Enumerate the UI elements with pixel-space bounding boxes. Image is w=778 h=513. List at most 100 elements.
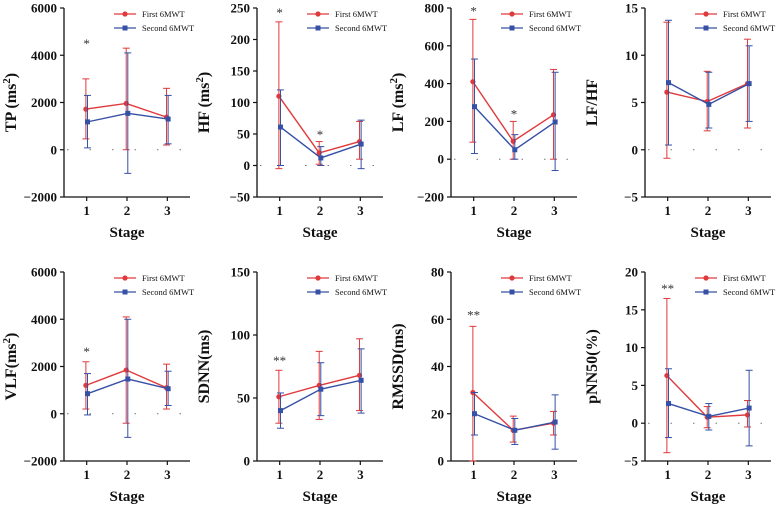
y-tick-label: 50 (237, 127, 250, 142)
y-tick-label: 15 (625, 302, 639, 317)
legend-label-second: Second 6MWT (142, 23, 195, 33)
legend-marker-second (703, 25, 709, 31)
legend-marker-second (703, 289, 709, 295)
data-point-second (318, 155, 324, 161)
y-tick-label: 0 (244, 454, 251, 469)
x-axis-label: Stage (110, 489, 145, 505)
legend-label-first: First 6MWT (723, 9, 767, 19)
legend-label-first: First 6MWT (529, 9, 573, 19)
x-tick-label: 2 (511, 467, 518, 482)
y-axis-label: HF (ms2) (194, 72, 213, 133)
legend-marker-second (122, 25, 128, 31)
data-point-second (165, 386, 171, 392)
x-axis-label: Stage (497, 225, 532, 241)
y-tick-label: 4000 (31, 312, 57, 327)
panel-8: −5 0 5 10 15 20 1 2 3 Stage pNN50(%) ** First 6MWT Se… (584, 265, 776, 506)
x-tick-label: 1 (83, 467, 90, 482)
data-point-second (512, 427, 518, 433)
data-point-second (706, 413, 712, 419)
significance-marker: * (83, 36, 90, 51)
x-tick-label: 3 (164, 467, 171, 482)
y-tick-label: −5 (624, 454, 638, 469)
data-point-second (165, 116, 171, 122)
y-tick-label: 2000 (31, 95, 57, 110)
x-tick-label: 3 (745, 203, 752, 218)
y-tick-label: 20 (625, 265, 638, 280)
y-axis-label-base: TP (ms (3, 84, 20, 132)
data-point-second (665, 80, 671, 86)
y-tick-label: −200 (417, 190, 444, 205)
significance-marker: * (511, 107, 518, 122)
y-axis-label-superscript: 2 (388, 78, 400, 84)
y-axis-label: SDNN(ms) (196, 330, 213, 404)
data-point-second (358, 377, 364, 383)
data-point-second (125, 110, 131, 116)
y-tick-label: 20 (431, 406, 444, 421)
y-axis-label: TP (ms2) (1, 73, 20, 132)
x-tick-label: 1 (470, 467, 477, 482)
y-axis-label-base: LF/HF (584, 79, 601, 126)
y-tick-label: 6000 (31, 265, 57, 280)
y-tick-label: 80 (431, 265, 444, 280)
y-tick-label: 4000 (31, 48, 57, 63)
y-axis-label-base: pNN50(%) (584, 329, 601, 404)
y-tick-label: 100 (231, 95, 251, 110)
y-tick-label: 40 (431, 359, 444, 374)
legend-label-second: Second 6MWT (529, 287, 582, 297)
legend-marker-first (315, 11, 321, 17)
x-axis-label: Stage (691, 489, 726, 505)
y-axis-label: RMSSD(ms) (390, 323, 407, 409)
x-tick-label: 3 (357, 467, 364, 482)
data-point-second (512, 147, 518, 153)
y-tick-label: 6000 (31, 1, 57, 16)
x-axis-label: Stage (303, 225, 338, 241)
y-tick-label: 150 (231, 265, 251, 280)
data-point-second (277, 124, 283, 130)
data-point-second (125, 376, 131, 382)
legend-label-first: First 6MWT (335, 9, 379, 19)
x-tick-label: 1 (664, 203, 671, 218)
y-axis-label-base: RMSSD(ms) (390, 323, 407, 409)
legend-marker-second (315, 25, 321, 31)
y-axis-label-base: LF (ms (390, 84, 407, 133)
x-tick-label: 3 (745, 467, 752, 482)
y-tick-label: 0 (51, 142, 58, 157)
y-tick-label: 0 (438, 454, 445, 469)
y-tick-label: 150 (231, 64, 251, 79)
legend-label-second: Second 6MWT (335, 23, 388, 33)
legend-marker-second (509, 25, 515, 31)
y-tick-label: 400 (425, 76, 445, 91)
y-tick-label: 0 (632, 142, 639, 157)
y-axis-label: pNN50(%) (584, 329, 601, 404)
y-axis-label-base: VLF(ms (3, 343, 20, 400)
legend-marker-first (509, 11, 515, 17)
x-tick-label: 1 (83, 203, 90, 218)
data-point-second (358, 141, 364, 147)
legend-marker-first (315, 275, 321, 281)
significance-marker: ** (467, 307, 480, 322)
x-axis-label: Stage (303, 489, 338, 505)
y-axis-label-tail: ) (3, 73, 20, 78)
y-axis-label: LF/HF (584, 79, 601, 126)
legend-label-second: Second 6MWT (335, 287, 388, 297)
y-tick-label: 50 (237, 391, 250, 406)
legend-marker-second (122, 289, 128, 295)
x-tick-label: 1 (470, 203, 477, 218)
y-axis-label: LF (ms2) (388, 73, 407, 133)
y-tick-label: −2000 (24, 454, 57, 469)
y-tick-label: 10 (625, 48, 638, 63)
legend-label-first: First 6MWT (142, 273, 186, 283)
x-axis-label: Stage (691, 225, 726, 241)
y-tick-label: −50 (230, 190, 250, 205)
legend-marker-first (703, 275, 709, 281)
x-tick-label: 2 (317, 203, 324, 218)
x-tick-label: 2 (124, 203, 131, 218)
data-point-second (84, 391, 90, 397)
y-tick-label: 10 (625, 340, 638, 355)
x-tick-label: 2 (511, 203, 518, 218)
